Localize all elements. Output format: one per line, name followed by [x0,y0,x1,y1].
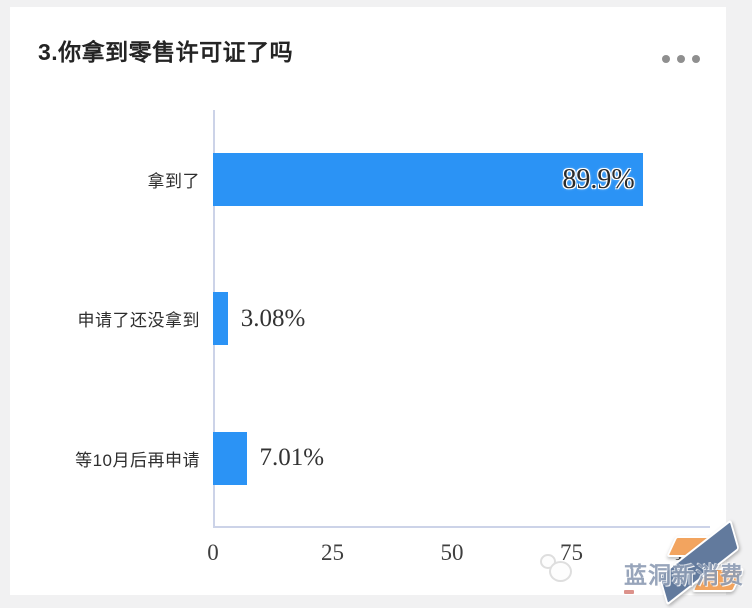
bar-chart: 拿到了 89.9% 申请了还没拿到 3.08% 等10月后再申请 [40,110,710,580]
bar-row: 拿到了 89.9% [40,110,710,249]
question-title: 3.你拿到零售许可证了吗 [38,39,294,65]
x-tick-label: 25 [321,540,344,565]
x-axis: 0 25 50 75 100 [207,540,708,570]
value-label: 89.9% [562,163,635,195]
more-dots-icon [662,55,670,63]
more-dots-icon [692,55,700,63]
question-card: 3.你拿到零售许可证了吗 拿到了 89.9% [10,7,726,595]
category-label: 等10月后再申请 [75,450,200,470]
bar-row: 等10月后再申请 7.01% [40,389,710,528]
bar-track: 7.01% [213,431,710,485]
category-label: 申请了还没拿到 [77,311,200,331]
more-options-button[interactable] [658,51,704,67]
x-tick-label: 50 [440,540,464,565]
chart-rows: 拿到了 89.9% 申请了还没拿到 3.08% 等10月后再申请 [40,110,710,528]
bar-row: 申请了还没拿到 3.08% [40,249,710,388]
bar-apply-after-october[interactable] [213,431,247,485]
more-dots-icon [677,55,685,63]
x-tick-label: 75 [560,540,583,565]
bar-track: 89.9% [213,153,710,207]
value-label: 7.01% [259,444,325,472]
category-label: 拿到了 [147,172,200,192]
x-tick-label: 0 [207,540,219,565]
card-header: 3.你拿到零售许可证了吗 [10,7,726,87]
bar-applied-not-received[interactable] [213,292,228,346]
x-tick-label: 100 [673,540,709,565]
value-label: 3.08% [240,304,306,332]
bar-track: 3.08% [213,292,710,346]
bar-got-license[interactable]: 89.9% [213,153,643,207]
